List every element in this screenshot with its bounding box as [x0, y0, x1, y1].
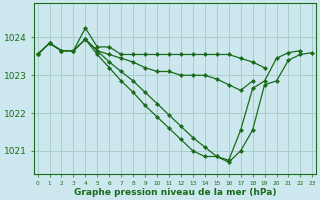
X-axis label: Graphe pression niveau de la mer (hPa): Graphe pression niveau de la mer (hPa)	[74, 188, 276, 197]
